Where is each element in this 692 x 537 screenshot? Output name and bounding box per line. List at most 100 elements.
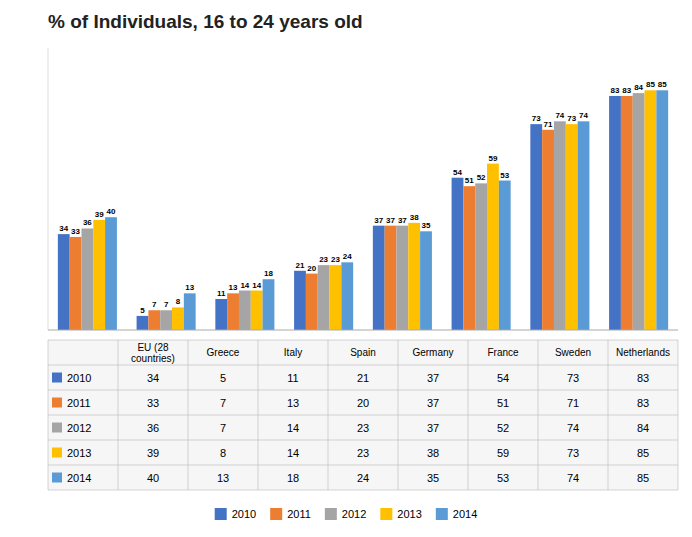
bar <box>105 217 117 330</box>
data-label: 84 <box>634 83 643 92</box>
data-label: 34 <box>59 224 68 233</box>
data-label: 85 <box>658 80 667 89</box>
data-label: 14 <box>252 281 261 290</box>
bar <box>530 124 542 330</box>
bar <box>463 186 475 330</box>
table-rule <box>48 365 678 366</box>
data-label: 53 <box>500 171 509 180</box>
table-swatch <box>52 373 62 383</box>
data-label: 40 <box>107 207 116 216</box>
bar <box>373 226 385 330</box>
table-cell: 71 <box>567 397 579 409</box>
table-cell: 24 <box>357 472 369 484</box>
table-background <box>48 340 678 490</box>
data-label: 35 <box>422 221 431 230</box>
bars <box>58 90 668 330</box>
data-label: 36 <box>83 218 92 227</box>
legend-label: 2011 <box>287 508 311 520</box>
bar <box>294 271 306 330</box>
table-header: Germany <box>412 347 453 358</box>
table-cell: 37 <box>427 372 439 384</box>
table-cell: 73 <box>567 447 579 459</box>
data-label: 11 <box>217 289 226 298</box>
legend: 20102011201220132014 <box>215 508 478 520</box>
data-label: 37 <box>386 216 395 225</box>
title: % of Individuals, 16 to 24 years old <box>48 11 363 32</box>
table-swatch <box>52 398 62 408</box>
table-header: Spain <box>350 347 376 358</box>
chart: % of Individuals, 16 to 24 years old 34 51… <box>0 0 692 537</box>
data-label: 73 <box>532 114 541 123</box>
legend-swatch <box>380 508 392 520</box>
table-row-label: 2010 <box>67 372 91 384</box>
table-cell: 21 <box>357 372 369 384</box>
data-labels: 3451121375473833371320375171833671423375… <box>59 80 667 315</box>
data-label: 59 <box>488 154 497 163</box>
table-cell: 54 <box>497 372 509 384</box>
table-cell: 13 <box>217 472 229 484</box>
data-label: 52 <box>477 173 486 182</box>
data-label: 23 <box>319 255 328 264</box>
data-label: 7 <box>152 300 157 309</box>
data-label: 73 <box>567 114 576 123</box>
data-label: 13 <box>229 283 238 292</box>
data-label: 83 <box>611 86 620 95</box>
table-row-label: 2011 <box>67 397 91 409</box>
table-rule <box>538 340 539 490</box>
bar <box>621 96 633 330</box>
data-label: 18 <box>264 269 273 278</box>
table-swatch <box>52 423 62 433</box>
table-rule <box>468 340 469 490</box>
table-rule <box>48 440 678 441</box>
table-cell: 38 <box>427 447 439 459</box>
table-cell: 73 <box>567 372 579 384</box>
data-label: 74 <box>579 111 588 120</box>
table-header: Italy <box>284 347 302 358</box>
table-cell: 40 <box>147 472 159 484</box>
bar <box>172 307 184 330</box>
bar <box>408 223 420 330</box>
legend-label: 2010 <box>232 508 256 520</box>
bar <box>318 265 330 330</box>
table-cell: 7 <box>220 422 226 434</box>
table-rule <box>678 340 679 490</box>
table-rule <box>48 340 49 490</box>
bar <box>656 90 668 330</box>
table-cell: 34 <box>147 372 159 384</box>
bar <box>499 181 511 330</box>
bar <box>58 234 70 330</box>
table-cell: 14 <box>287 422 299 434</box>
table-rule <box>398 340 399 490</box>
table-cell: 39 <box>147 447 159 459</box>
x-axis-line <box>48 330 678 331</box>
data-label: 39 <box>95 210 104 219</box>
legend-item: 2013 <box>380 508 421 520</box>
table-cell: 20 <box>357 397 369 409</box>
data-label: 37 <box>374 216 383 225</box>
legend-swatch <box>325 508 337 520</box>
table-cell: 36 <box>147 422 159 434</box>
table-rule <box>48 415 678 416</box>
legend-swatch <box>215 508 227 520</box>
bar <box>578 121 590 330</box>
bar <box>452 178 464 330</box>
table-cell: 7 <box>220 397 226 409</box>
data-label: 74 <box>555 111 564 120</box>
bar <box>341 262 353 330</box>
table-cell: 83 <box>637 397 649 409</box>
legend-label: 2012 <box>342 508 366 520</box>
table-header: Netherlands <box>616 347 670 358</box>
table-cell: 23 <box>357 447 369 459</box>
table-header: Sweden <box>555 347 591 358</box>
data-label: 8 <box>176 297 181 306</box>
data-label: 37 <box>398 216 407 225</box>
table-header: EU (28countries) <box>131 342 175 364</box>
bar <box>330 265 342 330</box>
bar <box>263 279 275 330</box>
data-label: 83 <box>622 86 631 95</box>
table-rule <box>48 340 678 341</box>
table-cell: 51 <box>497 397 509 409</box>
bar <box>148 310 160 330</box>
bar <box>396 226 408 330</box>
bar <box>475 183 487 330</box>
